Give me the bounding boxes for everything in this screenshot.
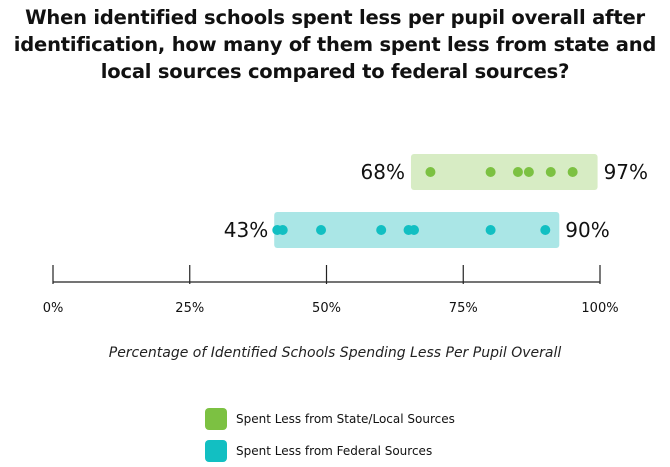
data-point-federal-2: [277, 225, 288, 235]
data-point-federal-4: [376, 225, 387, 235]
chart-title: When identified schools spent less per p…: [13, 6, 657, 83]
range-min-label-federal: 43%: [224, 218, 268, 242]
data-point-state-local-4: [523, 167, 534, 177]
data-point-state-local-3: [512, 167, 523, 177]
legend-item-federal: Spent Less from Federal Sources: [205, 440, 605, 464]
data-point-federal-6: [409, 225, 420, 235]
data-point-federal-3: [316, 225, 327, 235]
x-tick-label-0: 0%: [43, 301, 64, 316]
x-tick-label-50: 50%: [312, 301, 341, 316]
data-point-state-local-2: [485, 167, 496, 177]
range-min-label-state-local: 68%: [361, 160, 405, 184]
legend-item-state-local: Spent Less from State/Local Sources: [205, 408, 605, 432]
data-point-state-local-5: [545, 167, 556, 177]
x-tick-label-75: 75%: [449, 301, 478, 316]
x-tick-label-25: 25%: [175, 301, 204, 316]
legend-label-federal: Spent Less from Federal Sources: [236, 444, 433, 458]
data-point-federal-8: [540, 225, 551, 235]
legend-label-state-local: Spent Less from State/Local Sources: [236, 412, 455, 426]
range-max-label-federal: 90%: [565, 218, 609, 242]
data-point-state-local-6: [567, 167, 578, 177]
data-point-federal-7: [485, 225, 496, 235]
x-axis-label: Percentage of Identified Schools Spendin…: [109, 345, 562, 361]
legend-swatch-state-local: [205, 408, 227, 430]
range-band-state-local: [410, 154, 598, 190]
range-max-label-state-local: 97%: [604, 160, 648, 184]
x-tick-label-100: 100%: [581, 301, 618, 316]
legend-swatch-federal: [205, 440, 227, 462]
data-point-state-local-1: [425, 167, 436, 177]
